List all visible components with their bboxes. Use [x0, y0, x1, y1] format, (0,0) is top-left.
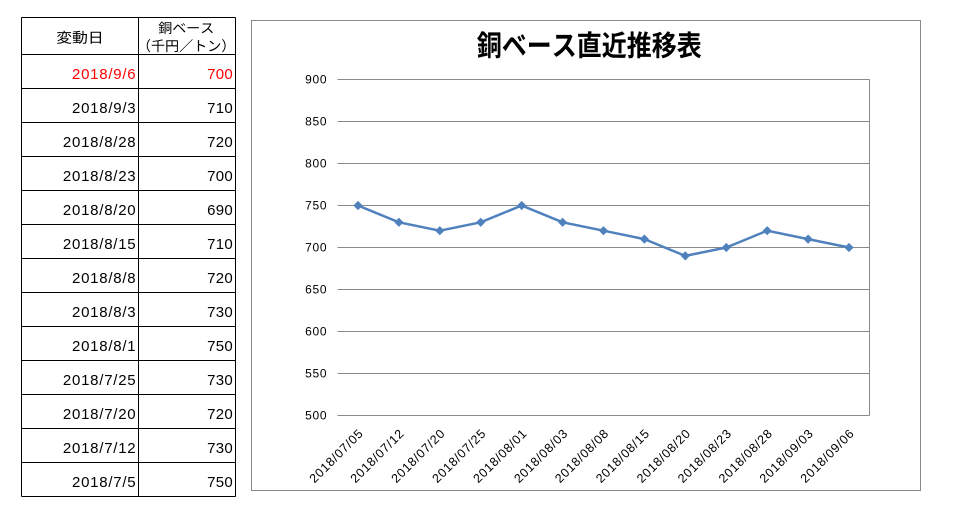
svg-text:730: 730	[207, 372, 233, 389]
svg-text:2018/8/1: 2018/8/1	[72, 338, 136, 355]
svg-text:750: 750	[207, 474, 233, 491]
svg-text:720: 720	[207, 134, 233, 151]
svg-text:720: 720	[207, 270, 233, 287]
svg-text:700: 700	[207, 168, 233, 185]
svg-text:500: 500	[305, 409, 327, 423]
svg-text:2018/9/3: 2018/9/3	[72, 100, 136, 117]
svg-text:900: 900	[305, 73, 327, 87]
svg-text:2018/8/8: 2018/8/8	[72, 270, 136, 287]
svg-text:700: 700	[207, 66, 233, 83]
svg-text:730: 730	[207, 440, 233, 457]
svg-text:2018/8/20: 2018/8/20	[63, 202, 136, 219]
svg-text:550: 550	[305, 367, 327, 381]
svg-text:2018/7/20: 2018/7/20	[63, 406, 136, 423]
svg-text:710: 710	[207, 100, 233, 117]
svg-text:690: 690	[207, 202, 233, 219]
svg-text:2018/8/28: 2018/8/28	[63, 134, 136, 151]
svg-text:2018/7/5: 2018/7/5	[72, 474, 136, 491]
svg-text:700: 700	[305, 241, 327, 255]
svg-text:650: 650	[305, 283, 327, 297]
svg-text:730: 730	[207, 304, 233, 321]
svg-text:710: 710	[207, 236, 233, 253]
svg-text:750: 750	[207, 338, 233, 355]
svg-text:2018/7/25: 2018/7/25	[63, 372, 136, 389]
svg-text:750: 750	[305, 199, 327, 213]
svg-text:600: 600	[305, 325, 327, 339]
svg-text:2018/9/6: 2018/9/6	[72, 66, 136, 83]
svg-text:2018/7/12: 2018/7/12	[63, 440, 136, 457]
svg-text:720: 720	[207, 406, 233, 423]
svg-text:2018/8/23: 2018/8/23	[63, 168, 136, 185]
svg-text:2018/8/3: 2018/8/3	[72, 304, 136, 321]
svg-text:850: 850	[305, 115, 327, 129]
svg-text:800: 800	[305, 157, 327, 171]
svg-text:2018/8/15: 2018/8/15	[63, 236, 136, 253]
